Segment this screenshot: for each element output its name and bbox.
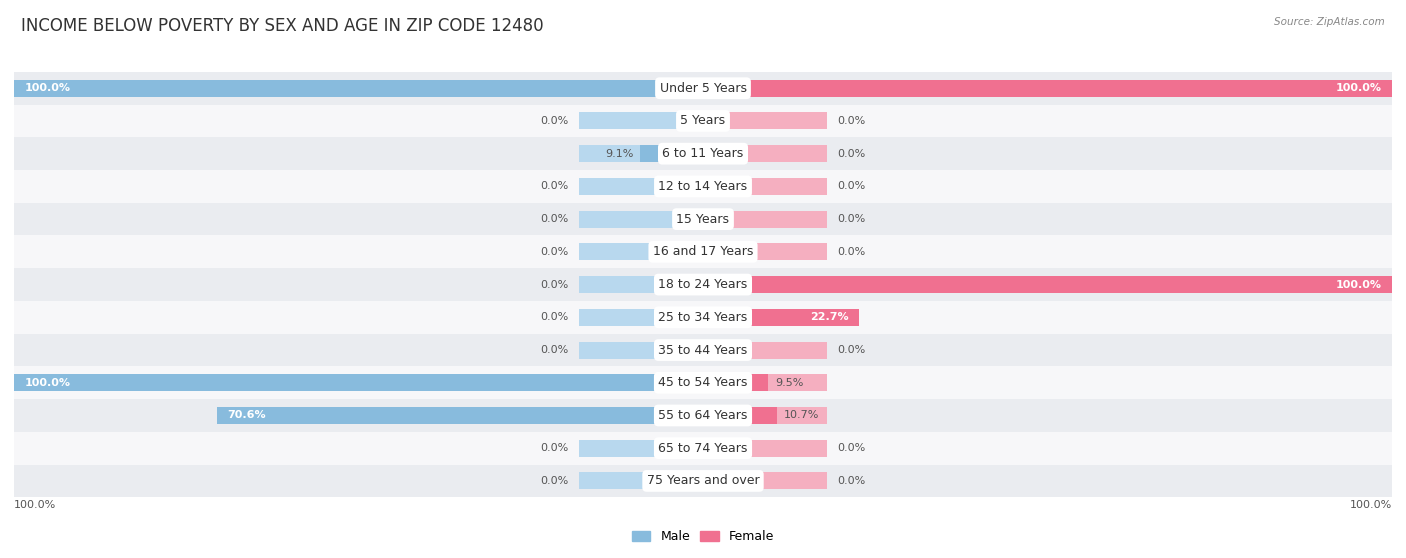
Bar — [14, 170, 1392, 203]
Bar — [579, 145, 703, 162]
Text: 100.0%: 100.0% — [14, 500, 56, 510]
Bar — [14, 374, 703, 391]
Bar — [14, 334, 1392, 367]
Bar — [579, 276, 703, 293]
Text: 0.0%: 0.0% — [838, 116, 866, 126]
Text: 0.0%: 0.0% — [540, 345, 568, 355]
Bar — [703, 80, 1392, 97]
Bar — [14, 235, 1392, 268]
Bar — [703, 374, 827, 391]
Bar — [703, 473, 827, 489]
Bar — [579, 210, 703, 228]
Text: 0.0%: 0.0% — [838, 148, 866, 158]
Text: 0.0%: 0.0% — [838, 214, 866, 224]
Text: 16 and 17 Years: 16 and 17 Years — [652, 246, 754, 258]
Text: 70.6%: 70.6% — [226, 411, 266, 421]
Text: 0.0%: 0.0% — [838, 476, 866, 486]
Text: 0.0%: 0.0% — [540, 280, 568, 290]
Bar — [14, 80, 703, 97]
Text: 0.0%: 0.0% — [540, 443, 568, 453]
Text: 100.0%: 100.0% — [24, 83, 70, 93]
Bar — [14, 301, 1392, 334]
Text: 9.1%: 9.1% — [605, 148, 634, 158]
Text: 18 to 24 Years: 18 to 24 Years — [658, 278, 748, 291]
Bar — [579, 341, 703, 359]
Bar — [703, 178, 827, 195]
Bar — [14, 367, 1392, 399]
Text: 100.0%: 100.0% — [1350, 500, 1392, 510]
Bar — [14, 399, 1392, 432]
Text: 12 to 14 Years: 12 to 14 Years — [658, 180, 748, 193]
Bar — [703, 407, 827, 424]
Bar — [579, 473, 703, 489]
Legend: Male, Female: Male, Female — [627, 525, 779, 548]
Text: 22.7%: 22.7% — [810, 312, 849, 323]
Text: 65 to 74 Years: 65 to 74 Years — [658, 442, 748, 455]
Text: 100.0%: 100.0% — [1336, 280, 1382, 290]
Text: 100.0%: 100.0% — [1336, 83, 1382, 93]
Text: Source: ZipAtlas.com: Source: ZipAtlas.com — [1274, 17, 1385, 27]
Text: 0.0%: 0.0% — [540, 312, 568, 323]
Text: 75 Years and over: 75 Years and over — [647, 474, 759, 488]
Text: 0.0%: 0.0% — [540, 247, 568, 257]
Bar — [703, 113, 827, 129]
Bar — [703, 145, 827, 162]
Bar — [703, 309, 827, 326]
Text: 0.0%: 0.0% — [540, 214, 568, 224]
Bar — [640, 145, 703, 162]
Bar — [579, 374, 703, 391]
Text: 35 to 44 Years: 35 to 44 Years — [658, 344, 748, 357]
Bar — [14, 465, 1392, 497]
Bar — [14, 104, 1392, 137]
Bar — [703, 276, 827, 293]
Text: 0.0%: 0.0% — [540, 181, 568, 191]
Bar — [14, 137, 1392, 170]
Bar — [579, 243, 703, 261]
Text: 0.0%: 0.0% — [838, 345, 866, 355]
Text: 25 to 34 Years: 25 to 34 Years — [658, 311, 748, 324]
Text: 0.0%: 0.0% — [838, 247, 866, 257]
Bar — [703, 341, 827, 359]
Bar — [579, 407, 703, 424]
Bar — [703, 80, 827, 97]
Text: 0.0%: 0.0% — [838, 181, 866, 191]
Bar — [703, 374, 769, 391]
Text: 5 Years: 5 Years — [681, 114, 725, 127]
Bar — [579, 309, 703, 326]
Text: 0.0%: 0.0% — [838, 443, 866, 453]
Bar — [703, 243, 827, 261]
Text: INCOME BELOW POVERTY BY SEX AND AGE IN ZIP CODE 12480: INCOME BELOW POVERTY BY SEX AND AGE IN Z… — [21, 17, 544, 35]
Text: 15 Years: 15 Years — [676, 213, 730, 225]
Bar — [14, 203, 1392, 235]
Text: 6 to 11 Years: 6 to 11 Years — [662, 147, 744, 160]
Bar — [579, 178, 703, 195]
Bar — [703, 309, 859, 326]
Text: 55 to 64 Years: 55 to 64 Years — [658, 409, 748, 422]
Text: 9.5%: 9.5% — [775, 378, 804, 388]
Bar — [579, 440, 703, 456]
Bar — [579, 80, 703, 97]
Text: 45 to 54 Years: 45 to 54 Years — [658, 376, 748, 389]
Bar — [14, 72, 1392, 104]
Bar — [14, 432, 1392, 465]
Text: 0.0%: 0.0% — [540, 476, 568, 486]
Bar — [217, 407, 703, 424]
Text: Under 5 Years: Under 5 Years — [659, 81, 747, 95]
Bar — [703, 210, 827, 228]
Text: 100.0%: 100.0% — [24, 378, 70, 388]
Bar — [703, 407, 776, 424]
Bar — [14, 268, 1392, 301]
Text: 10.7%: 10.7% — [783, 411, 818, 421]
Bar — [579, 113, 703, 129]
Text: 0.0%: 0.0% — [540, 116, 568, 126]
Bar — [703, 440, 827, 456]
Bar — [703, 276, 1392, 293]
